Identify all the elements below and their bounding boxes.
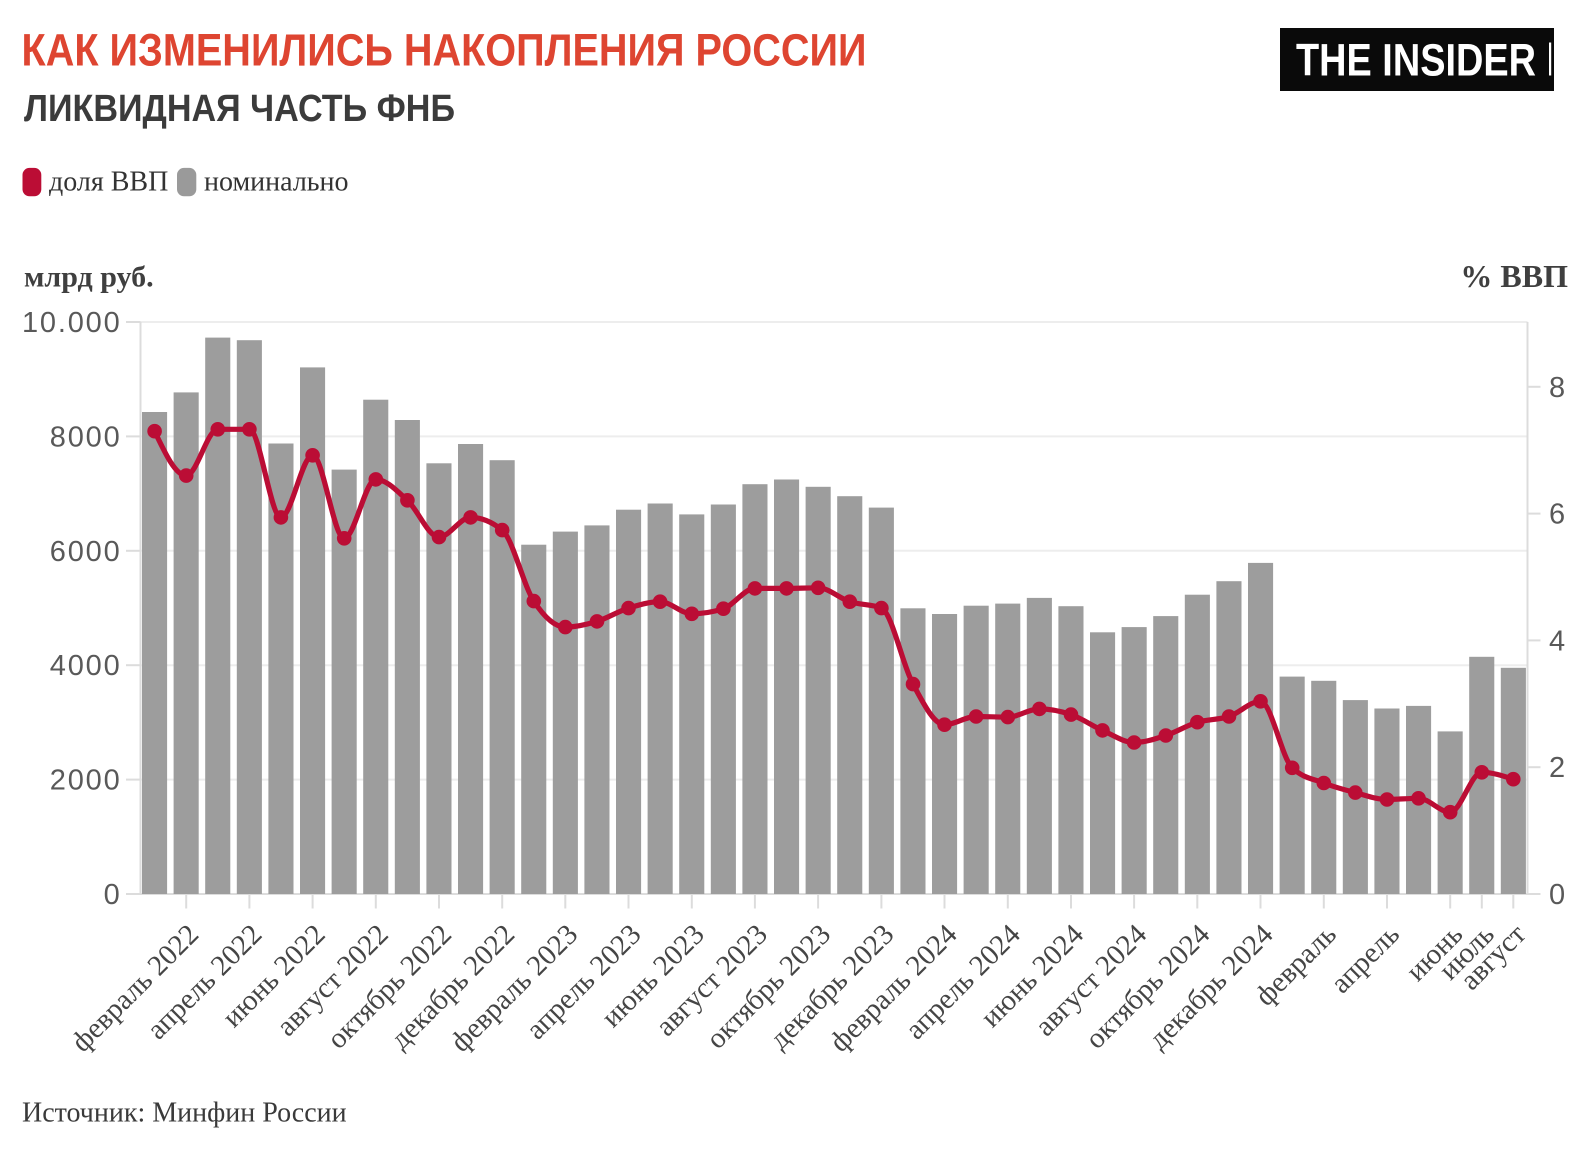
svg-text:4000: 4000: [50, 650, 122, 682]
svg-text:0: 0: [104, 879, 122, 911]
svg-text:6000: 6000: [50, 536, 122, 568]
svg-text:8: 8: [1549, 372, 1565, 404]
svg-text:10.000: 10.000: [22, 307, 122, 339]
svg-text:2000: 2000: [50, 765, 122, 797]
svg-text:THE INSIDER: THE INSIDER: [1296, 35, 1536, 86]
svg-text:0: 0: [1549, 879, 1565, 911]
svg-text:% ВВП: % ВВП: [1460, 258, 1568, 294]
svg-text:КАК ИЗМЕНИЛИСЬ НАКОПЛЕНИЯ РОСС: КАК ИЗМЕНИЛИСЬ НАКОПЛЕНИЯ РОССИИ: [22, 25, 867, 76]
svg-text:4: 4: [1549, 625, 1565, 657]
svg-text:ЛИКВИДНАЯ ЧАСТЬ ФНБ: ЛИКВИДНАЯ ЧАСТЬ ФНБ: [24, 88, 455, 130]
svg-text:6: 6: [1549, 499, 1565, 531]
svg-text:млрд руб.: млрд руб.: [24, 261, 154, 294]
svg-text:Источник: Минфин России: Источник: Минфин России: [22, 1098, 347, 1129]
svg-text:номинально: номинально: [204, 167, 349, 198]
svg-text:2: 2: [1549, 752, 1565, 784]
svg-text:доля ВВП: доля ВВП: [49, 167, 168, 198]
svg-text:8000: 8000: [50, 421, 122, 453]
